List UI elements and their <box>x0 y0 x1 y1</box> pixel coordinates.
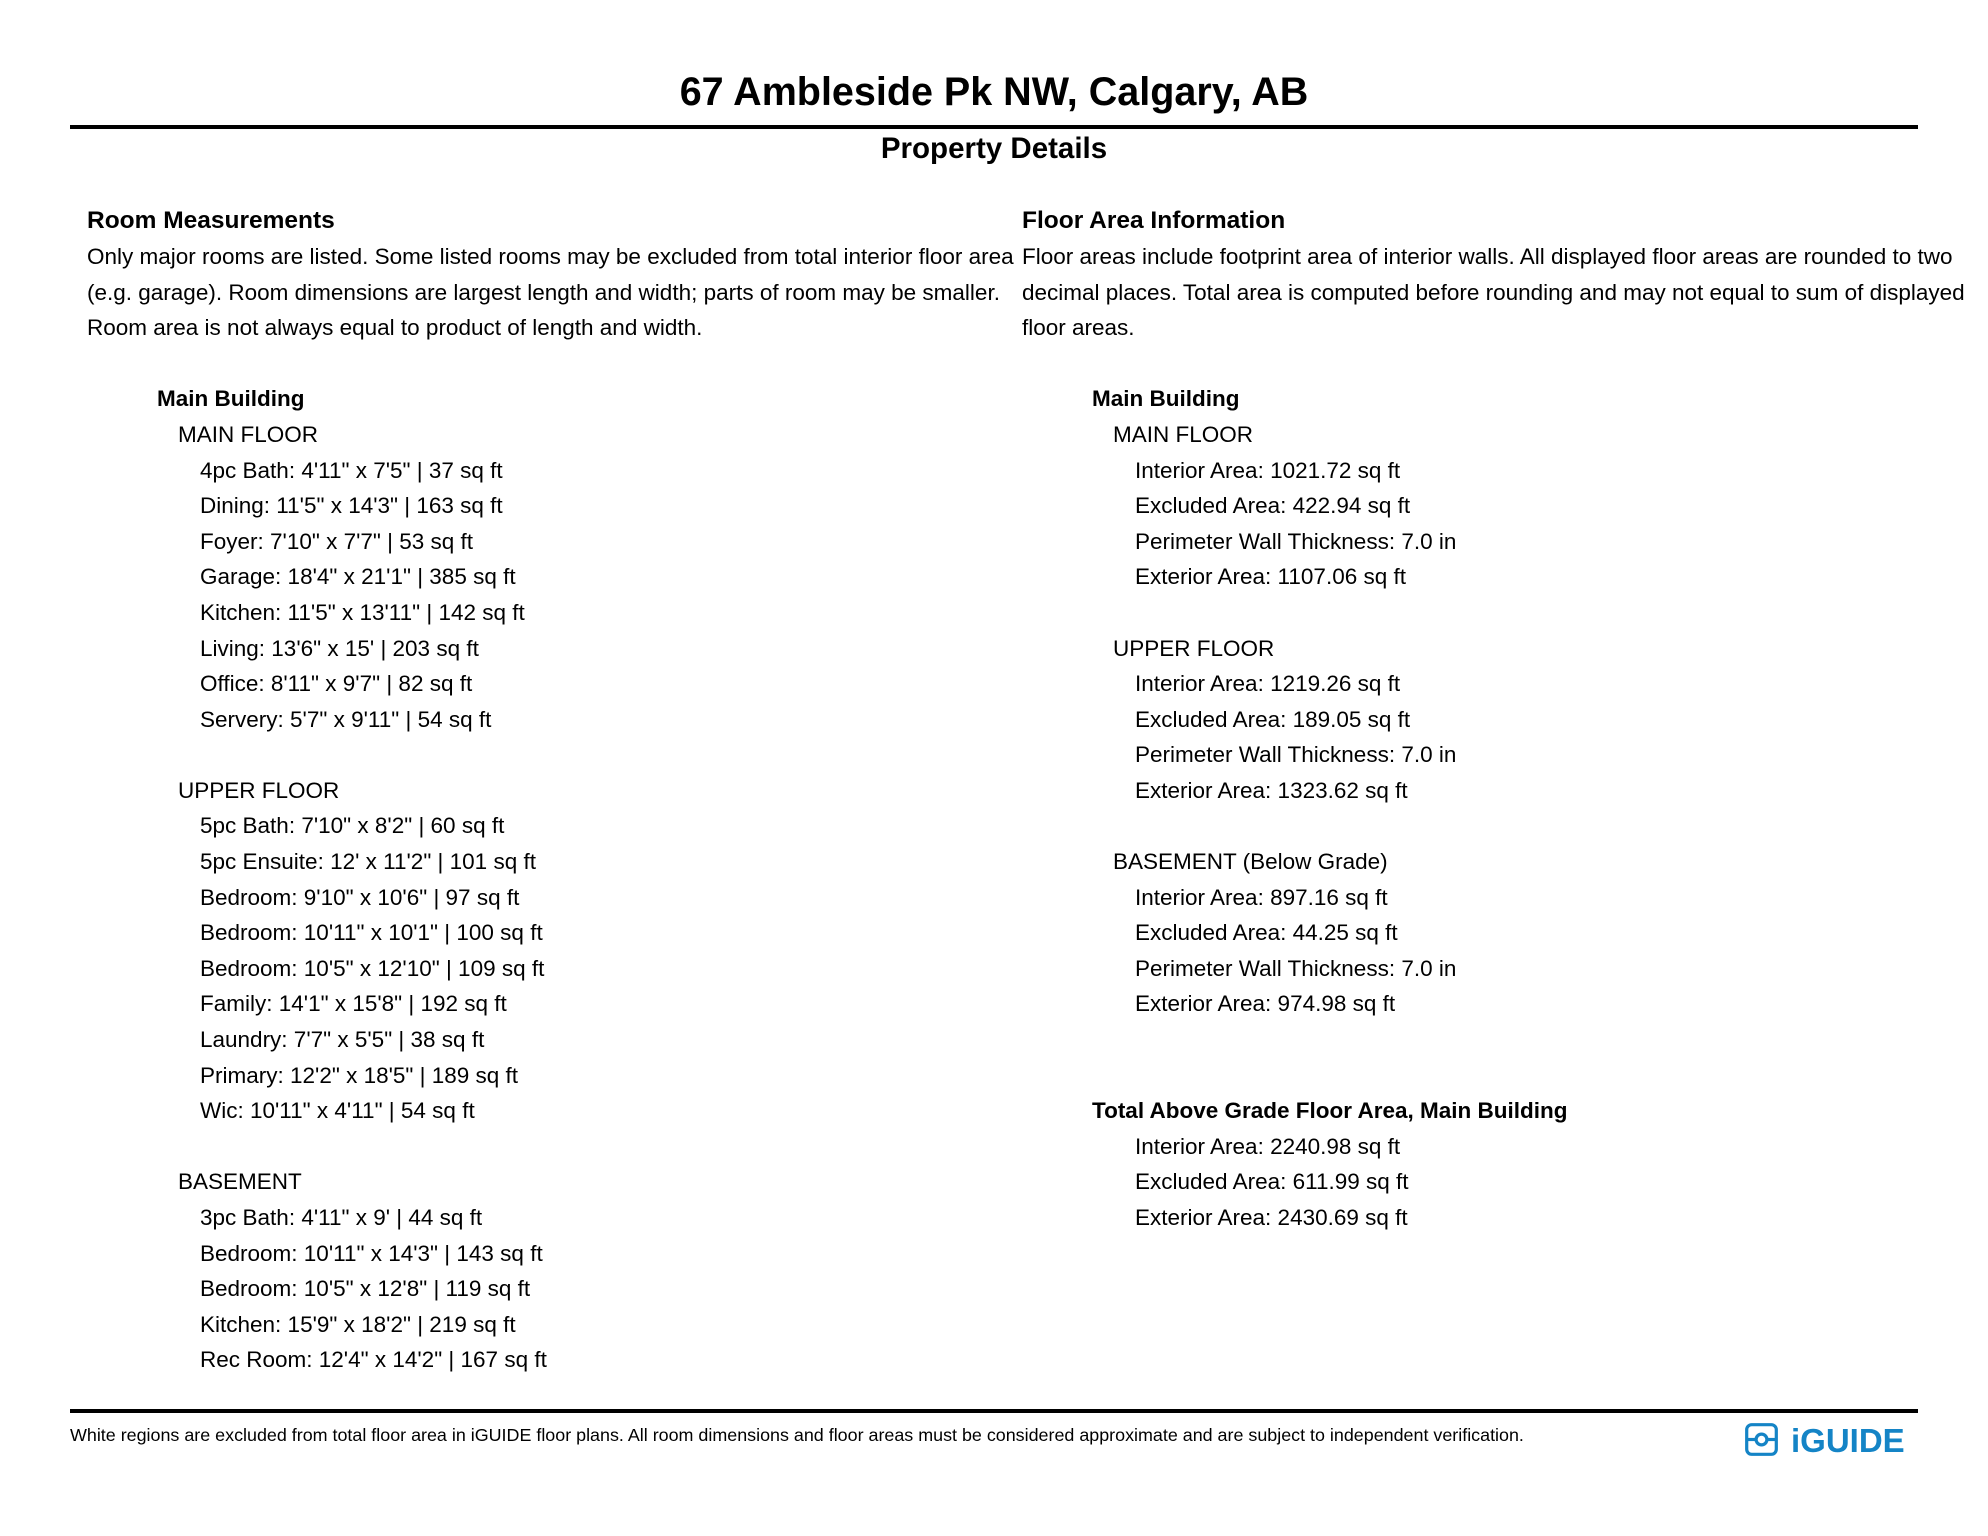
svg-text:iGUIDE: iGUIDE <box>1791 1423 1905 1458</box>
